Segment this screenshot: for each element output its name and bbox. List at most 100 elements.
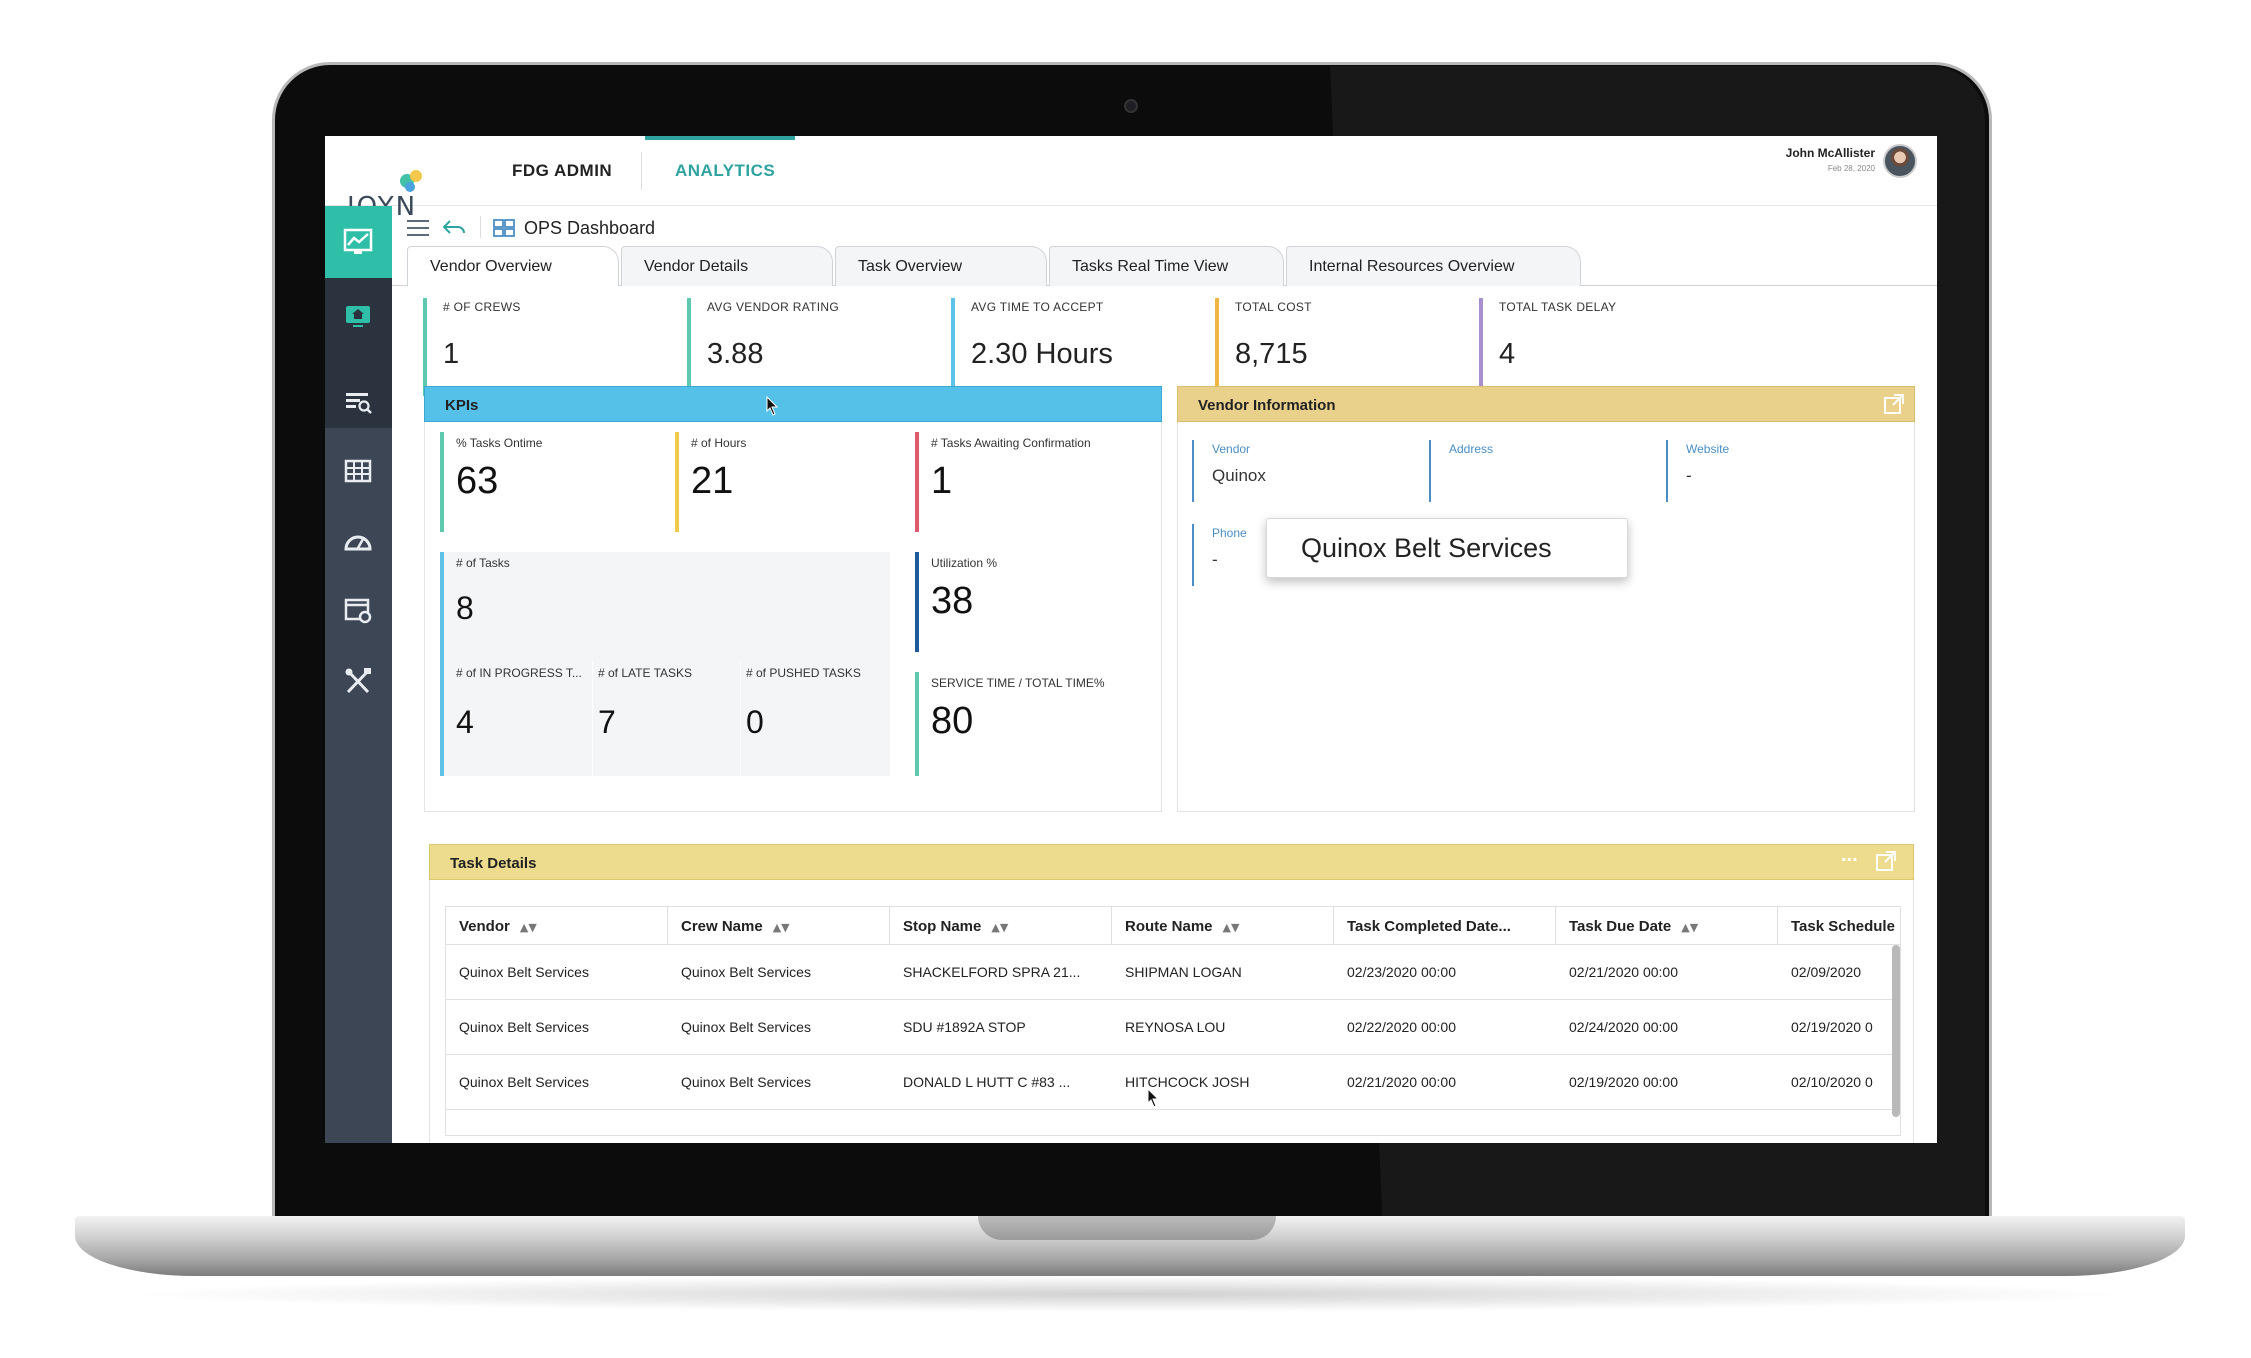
table-row[interactable]: Quinox Belt Services Quinox Belt Service… (446, 1055, 1900, 1110)
cell-vendor: Quinox Belt Services (459, 964, 589, 980)
sort-icon[interactable]: ▲▼ (991, 921, 1009, 934)
external-link-icon[interactable] (1883, 393, 1905, 415)
stat-total-task-delay: TOTAL TASK DELAY 4 (1479, 298, 1616, 396)
kpi-late-tasks: # of LATE TASKS 7 (598, 662, 692, 776)
webcam (1124, 99, 1138, 113)
stat-crews: # OF CREWS 1 (423, 298, 521, 396)
cell-completed-date: 02/21/2020 00:00 (1347, 1074, 1456, 1090)
tab-bar: Vendor Overview Vendor Details Task Over… (407, 246, 1927, 288)
task-details-table: Vendor ▲▼ Crew Name ▲▼ Stop Name ▲▼ Route N… (445, 906, 1901, 1136)
vendor-field: Vendor Quinox (1192, 440, 1266, 502)
settings-window-icon[interactable] (341, 596, 375, 626)
laptop-shadow (120, 1276, 2140, 1312)
column-header-task-schedule[interactable]: Task Schedule (1778, 907, 1900, 945)
cell-vendor: Quinox Belt Services (459, 1019, 589, 1035)
kpi-label: # of Tasks (456, 556, 510, 570)
avatar[interactable] (1883, 144, 1917, 178)
stat-value: 8,715 (1235, 338, 1308, 370)
logo-mark-dot (410, 170, 422, 182)
more-options-icon[interactable]: ... (1841, 844, 1858, 866)
kpi-panel-header[interactable]: KPIs (424, 386, 1162, 422)
tools-icon[interactable] (341, 666, 375, 696)
tab-tasks-real-time-view[interactable]: Tasks Real Time View (1049, 246, 1284, 286)
user-name[interactable]: John McAllister (1785, 146, 1875, 160)
column-header-task-due-date[interactable]: Task Due Date ▲▼ (1556, 907, 1778, 945)
task-details-panel (429, 880, 1914, 1143)
kpi-value: 7 (598, 704, 616, 740)
dashboard-icon (493, 219, 515, 237)
column-label: Task Schedule (1791, 918, 1895, 935)
cell-schedule: 02/10/2020 0 (1791, 1074, 1873, 1090)
tab-vendor-overview[interactable]: Vendor Overview (407, 246, 619, 288)
column-label: Stop Name (903, 918, 982, 935)
external-link-icon[interactable] (1875, 850, 1897, 872)
menu-icon[interactable] (407, 219, 429, 237)
kpi-panel (424, 422, 1162, 812)
sort-icon[interactable]: ▲▼ (1681, 921, 1699, 934)
kpi-value: 1 (931, 460, 953, 502)
website-field: Website - (1666, 440, 1729, 502)
cell-route-name: REYNOSA LOU (1125, 1019, 1226, 1035)
table-row[interactable]: Quinox Belt Services Quinox Belt Service… (446, 945, 1900, 1000)
vendor-tooltip: Quinox Belt Services (1266, 518, 1628, 578)
tab-internal-resources-overview[interactable]: Internal Resources Overview (1286, 246, 1581, 286)
tab-task-overview[interactable]: Task Overview (835, 246, 1047, 286)
cell-due-date: 02/19/2020 00:00 (1569, 1074, 1678, 1090)
tab-vendor-details[interactable]: Vendor Details (621, 246, 833, 286)
cell-crew-name: Quinox Belt Services (681, 1074, 811, 1090)
cell-schedule: 02/19/2020 0 (1791, 1019, 1873, 1035)
vendor-info-header[interactable]: Vendor Information (1177, 386, 1915, 422)
kpi-tasks-group (440, 552, 890, 776)
home-monitor-icon[interactable] (341, 301, 375, 331)
cell-completed-date: 02/22/2020 00:00 (1347, 1019, 1456, 1035)
kpi-service-time: SERVICE TIME / TOTAL TIME% 80 (915, 672, 1105, 776)
sort-icon[interactable]: ▲▼ (772, 921, 790, 934)
vendor-info-panel (1177, 422, 1915, 812)
kpi-label: # of PUSHED TASKS (746, 666, 861, 680)
stat-label: AVG VENDOR RATING (707, 300, 840, 314)
grid-icon[interactable] (341, 456, 375, 486)
sort-icon[interactable]: ▲▼ (519, 921, 537, 934)
kpi-label: Utilization % (931, 556, 998, 570)
stat-label: TOTAL TASK DELAY (1499, 300, 1617, 314)
search-list-icon[interactable] (341, 387, 375, 417)
sidebar-item-analytics[interactable] (325, 206, 392, 278)
column-header-stop-name[interactable]: Stop Name ▲▼ (890, 907, 1112, 945)
table-scrollbar[interactable] (1892, 945, 1900, 1117)
kpi-label: SERVICE TIME / TOTAL TIME% (931, 676, 1105, 690)
mouse-cursor-icon (1147, 1088, 1160, 1108)
cell-crew-name: Quinox Belt Services (681, 964, 811, 980)
column-header-task-completed-date[interactable]: Task Completed Date... (1334, 907, 1556, 945)
column-label: Task Completed Date... (1347, 918, 1511, 935)
kpi-value: 63 (456, 460, 499, 502)
sort-icon[interactable]: ▲▼ (1222, 921, 1240, 934)
cell-stop-name: SHACKELFORD SPRA 21... (903, 964, 1081, 980)
table-row[interactable]: Quinox Belt Services Quinox Belt Service… (446, 1000, 1900, 1055)
nav-tab-fdg-admin[interactable]: FDG ADMIN (512, 161, 613, 180)
back-arrow-icon[interactable] (442, 219, 466, 237)
laptop-notch (978, 1216, 1276, 1240)
vendor-label: Vendor (1212, 442, 1251, 456)
column-header-crew-name[interactable]: Crew Name ▲▼ (668, 907, 890, 945)
kpi-value: 0 (746, 704, 764, 740)
task-details-header[interactable]: Task Details (429, 844, 1914, 880)
gauge-icon[interactable] (341, 526, 375, 556)
sidebar-dark-block (325, 278, 392, 428)
nav-active-indicator (645, 136, 795, 140)
nav-divider (641, 152, 642, 190)
column-header-vendor[interactable]: Vendor ▲▼ (446, 907, 668, 945)
phone-value: - (1212, 550, 1218, 569)
page-title: OPS Dashboard (524, 218, 656, 238)
kpi-value: 4 (456, 704, 474, 740)
phone-label: Phone (1212, 526, 1247, 540)
stat-value: 4 (1499, 338, 1516, 370)
column-header-route-name[interactable]: Route Name ▲▼ (1112, 907, 1334, 945)
sidebar (325, 206, 392, 1143)
nav-tab-analytics[interactable]: ANALYTICS (675, 161, 776, 180)
breadcrumb-divider (480, 216, 481, 238)
vendor-value: Quinox (1212, 466, 1266, 485)
app-logo[interactable]: JOYN (337, 158, 427, 222)
kpi-utilization: Utilization % 38 (915, 552, 997, 652)
website-label: Website (1686, 442, 1730, 456)
cell-crew-name: Quinox Belt Services (681, 1019, 811, 1035)
